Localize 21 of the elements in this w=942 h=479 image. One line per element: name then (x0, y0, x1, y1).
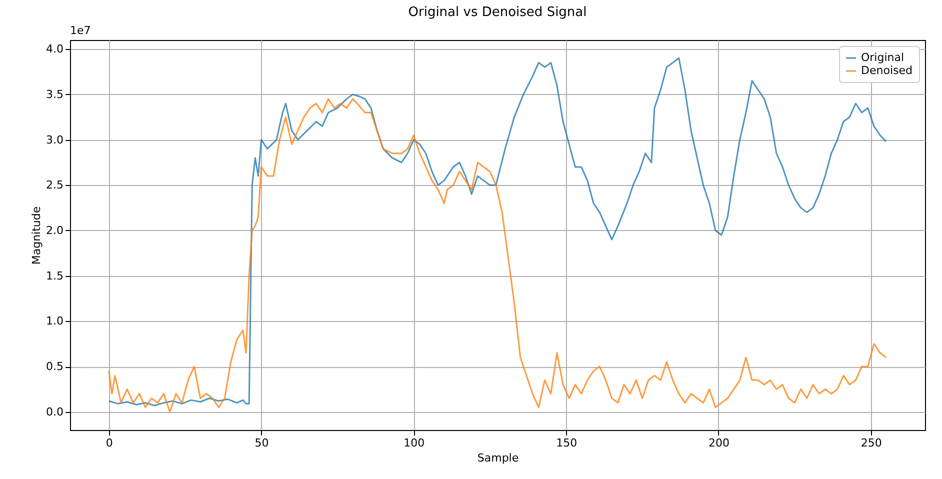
x-tick-label: 50 (254, 436, 269, 450)
x-tick-label: 250 (860, 436, 882, 450)
x-tick-label: 150 (556, 436, 578, 450)
y-tick-label: 0.0 (46, 405, 64, 418)
y-tick-label: 1.0 (46, 314, 64, 328)
y-tick-label: 4.0 (46, 42, 64, 56)
y-tick-label: 3.5 (46, 88, 64, 101)
y-tick-label: 2.0 (46, 224, 64, 237)
y-axis-title: Magnitude (30, 206, 44, 265)
chart-title: Original vs Denoised Signal (408, 5, 587, 20)
legend-label: Denoised (861, 64, 912, 77)
y-tick-label: 3.0 (46, 133, 64, 146)
x-tick-label: 100 (404, 436, 425, 450)
y-tick-label: 1.5 (46, 269, 64, 282)
y-tick-label: 0.5 (46, 360, 64, 374)
x-tick-label: 200 (708, 436, 730, 450)
x-axis-title: Sample (477, 452, 519, 464)
y-tick-label: 2.5 (46, 178, 64, 192)
legend-label: Original (861, 51, 904, 64)
x-tick-label: 0 (106, 436, 113, 450)
text: 1e7 (70, 24, 91, 37)
